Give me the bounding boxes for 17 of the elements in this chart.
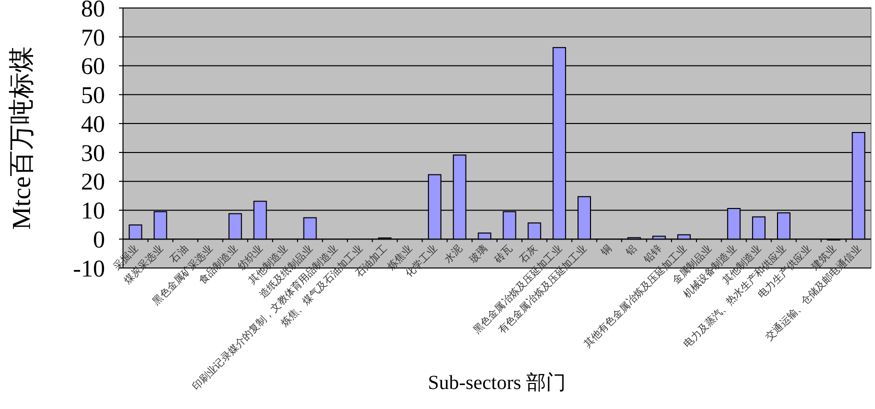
y-tick-label: 30 (81, 140, 105, 167)
y-tick-label: 0 (93, 228, 105, 254)
y-tick-label: 70 (81, 25, 105, 52)
x-tick-label: 水泥 (442, 242, 465, 266)
x-tick-label: 玻璃 (467, 242, 490, 266)
y-tick-label: -10 (73, 256, 105, 282)
y-tick-label: 40 (81, 112, 105, 138)
x-tick-label: 砖瓦 (491, 242, 515, 266)
y-tick-label: 50 (81, 83, 105, 110)
x-axis-title: Sub-sectors 部门 (428, 372, 566, 394)
y-tick-label: 20 (81, 170, 105, 196)
y-tick-label: 60 (81, 54, 105, 80)
x-tick-label: 铜 (598, 243, 614, 260)
y-axis-title: Mtce百万吨标煤 (7, 46, 36, 230)
y-tick-label: 10 (81, 198, 105, 225)
y-tick-label: 80 (81, 0, 105, 22)
x-tick-label: 铝 (624, 243, 640, 260)
